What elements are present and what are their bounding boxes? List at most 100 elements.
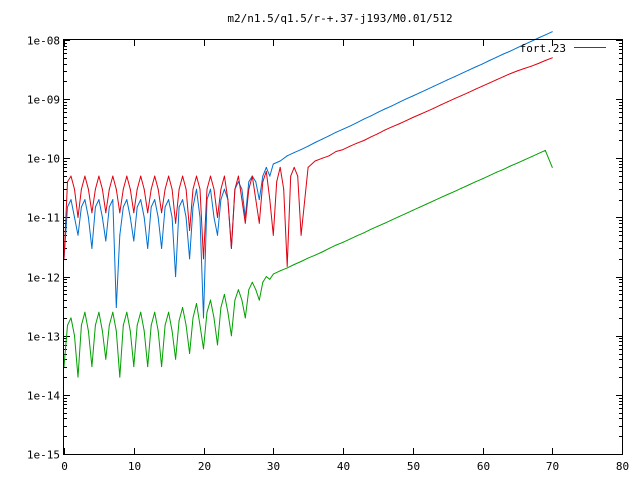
data-point <box>356 142 358 144</box>
data-point <box>502 53 504 55</box>
data-point <box>115 330 117 332</box>
data-point <box>223 175 225 177</box>
data-point <box>447 101 449 103</box>
data-point <box>150 206 152 208</box>
data-point <box>220 307 222 308</box>
legend-label: fort.23 <box>520 42 566 55</box>
data-point <box>80 188 82 190</box>
data-point <box>286 155 288 157</box>
data-point <box>210 175 211 177</box>
data-point <box>199 216 201 218</box>
data-point <box>279 270 281 272</box>
data-point <box>516 162 518 164</box>
data-point <box>314 254 316 256</box>
data-point <box>255 289 257 291</box>
data-point <box>182 199 184 201</box>
y-tick-label: 1e-11 <box>27 212 60 225</box>
data-point <box>182 175 184 177</box>
data-point <box>230 335 232 337</box>
data-point <box>272 273 274 275</box>
data-point <box>227 199 229 201</box>
data-point <box>220 188 222 190</box>
data-point <box>363 118 365 120</box>
data-point <box>489 82 490 84</box>
data-point <box>551 31 553 33</box>
x-tick-label: 30 <box>267 460 280 473</box>
legend: fort.23 <box>520 42 606 55</box>
data-point <box>178 206 180 208</box>
data-point <box>537 37 539 39</box>
data-point <box>206 311 208 313</box>
data-point <box>293 166 295 168</box>
data-point <box>175 358 177 360</box>
data-point <box>119 212 121 214</box>
data-point <box>140 311 142 313</box>
data-point <box>551 57 553 59</box>
data-point <box>84 175 86 177</box>
data-point <box>440 82 442 84</box>
data-point <box>384 108 386 110</box>
data-point <box>342 241 344 243</box>
data-point <box>196 188 197 190</box>
data-point <box>293 264 295 265</box>
data-point <box>140 199 142 201</box>
data-point <box>433 85 435 87</box>
data-point <box>108 324 110 326</box>
data-point <box>91 247 93 249</box>
data-point <box>192 188 194 190</box>
y-tick-label: 1e-08 <box>27 35 60 48</box>
series-2 <box>63 149 553 378</box>
y-tick-label: 1e-12 <box>27 272 60 285</box>
data-point <box>74 188 75 190</box>
data-point <box>265 170 267 172</box>
x-tick-label: 20 <box>198 460 211 473</box>
data-point <box>168 175 170 177</box>
data-point <box>433 200 435 202</box>
data-point <box>248 188 250 190</box>
data-point <box>286 267 288 269</box>
data-point <box>544 60 546 61</box>
data-point <box>84 199 86 201</box>
x-tick-label: 60 <box>477 460 490 473</box>
y-tick-label: 1e-13 <box>27 331 60 344</box>
data-point <box>489 60 490 61</box>
data-point <box>279 166 281 168</box>
x-axis: 0 10 20 30 40 50 60 70 80 <box>61 40 629 473</box>
data-point <box>412 117 414 118</box>
data-point <box>530 65 532 67</box>
data-point <box>217 344 218 346</box>
data-point <box>154 175 156 177</box>
data-point <box>241 199 243 201</box>
data-point <box>157 188 159 190</box>
data-point <box>349 145 351 147</box>
data-point <box>419 114 421 115</box>
data-point <box>210 299 211 301</box>
data-point <box>67 324 68 326</box>
data-point <box>272 234 274 236</box>
data-point <box>262 175 264 177</box>
data-point <box>237 175 239 177</box>
data-point <box>290 175 292 177</box>
data-point <box>133 212 135 214</box>
data-point <box>94 188 96 190</box>
y-tick-label: 1e-09 <box>27 94 60 107</box>
data-point <box>87 330 89 332</box>
data-point <box>112 175 114 177</box>
data-point <box>143 216 145 218</box>
data-point <box>164 324 166 326</box>
data-point <box>237 289 239 291</box>
data-point <box>468 69 470 71</box>
data-point <box>185 324 187 326</box>
data-point <box>189 230 191 231</box>
data-point <box>234 188 236 190</box>
data-point <box>307 257 309 259</box>
data-point <box>206 188 208 190</box>
data-point <box>269 175 271 177</box>
data-point <box>258 199 260 201</box>
data-point <box>523 159 525 161</box>
data-point <box>426 110 428 112</box>
data-point <box>112 311 114 313</box>
data-point <box>391 126 393 128</box>
data-point <box>164 206 166 208</box>
data-point <box>161 247 163 249</box>
